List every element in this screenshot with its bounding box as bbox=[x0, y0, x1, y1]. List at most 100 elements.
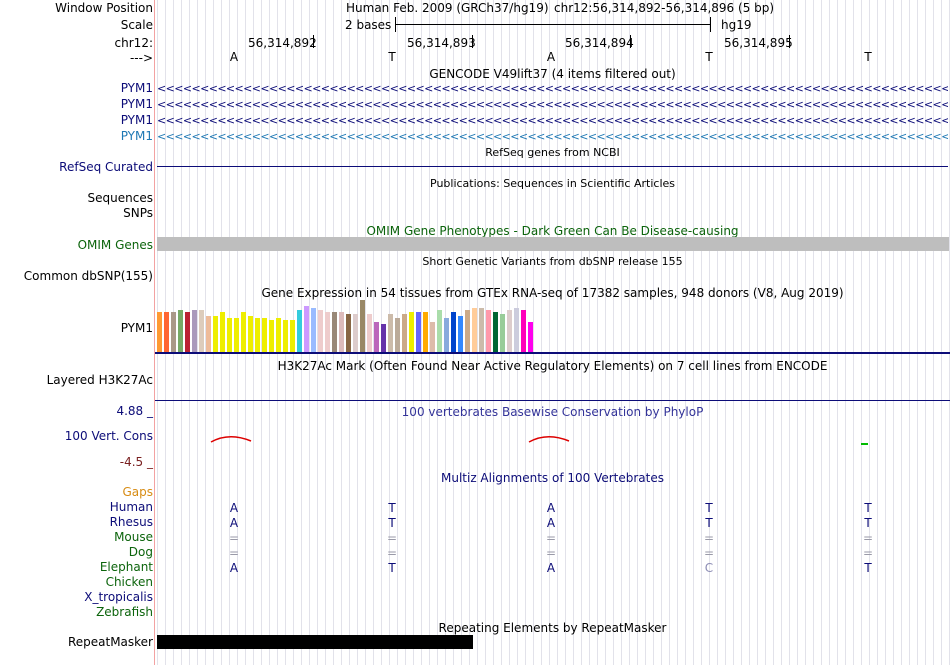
grid-line bbox=[837, 0, 838, 665]
gtex-tissue-bar[interactable] bbox=[388, 314, 393, 352]
gtex-tissue-bar[interactable] bbox=[451, 312, 456, 352]
gtex-tissue-bar[interactable] bbox=[402, 314, 407, 352]
gtex-tissue-bar[interactable] bbox=[234, 318, 239, 352]
gencode-transcript[interactable]: <<<<<<<<<<<<<<<<<<<<<<<<<<<<<<<<<<<<<<<<… bbox=[157, 115, 948, 126]
gencode-item-label[interactable]: PYM1 bbox=[120, 113, 153, 127]
gtex-tissue-bar[interactable] bbox=[311, 308, 316, 352]
gtex-tissue-bar[interactable] bbox=[409, 312, 414, 352]
gtex-tissue-bar[interactable] bbox=[430, 322, 435, 352]
gtex-tissue-bar[interactable] bbox=[374, 322, 379, 352]
gtex-tissue-bar[interactable] bbox=[514, 308, 519, 352]
gtex-tissue-bar[interactable] bbox=[458, 316, 463, 352]
gtex-tissue-bar[interactable] bbox=[507, 310, 512, 352]
gtex-tissue-bar[interactable] bbox=[395, 318, 400, 352]
multiz-species-label[interactable]: Rhesus bbox=[109, 515, 153, 529]
multiz-species-label[interactable]: Dog bbox=[128, 545, 153, 559]
gtex-tissue-bar[interactable] bbox=[367, 314, 372, 352]
gencode-track-title[interactable]: GENCODE V49lift37 (4 items filtered out) bbox=[429, 67, 676, 81]
gencode-transcript[interactable]: <<<<<<<<<<<<<<<<<<<<<<<<<<<<<<<<<<<<<<<<… bbox=[157, 131, 948, 142]
gtex-tissue-bar[interactable] bbox=[500, 314, 505, 352]
gtex-tissue-bar[interactable] bbox=[185, 312, 190, 352]
dbsnp-track-title[interactable]: Short Genetic Variants from dbSNP releas… bbox=[422, 255, 683, 268]
h3k27ac-line[interactable] bbox=[155, 400, 950, 401]
gencode-item-label[interactable]: PYM1 bbox=[120, 97, 153, 111]
h3k27ac-label[interactable]: Layered H3K27Ac bbox=[46, 373, 153, 387]
publications-track-title[interactable]: Publications: Sequences in Scientific Ar… bbox=[430, 177, 675, 190]
gtex-tissue-bar[interactable] bbox=[465, 310, 470, 352]
gtex-tissue-bar[interactable] bbox=[227, 318, 232, 352]
gtex-tissue-bar[interactable] bbox=[255, 318, 260, 352]
refseq-label[interactable]: RefSeq Curated bbox=[59, 160, 153, 174]
gtex-tissue-bar[interactable] bbox=[171, 312, 176, 352]
gtex-tissue-bar[interactable] bbox=[339, 312, 344, 352]
gencode-transcript[interactable]: <<<<<<<<<<<<<<<<<<<<<<<<<<<<<<<<<<<<<<<<… bbox=[157, 83, 948, 94]
gtex-tissue-bar[interactable] bbox=[423, 312, 428, 352]
gtex-tissue-bar[interactable] bbox=[262, 318, 267, 352]
gtex-tissue-bar[interactable] bbox=[353, 314, 358, 352]
multiz-species-label[interactable]: X_tropicalis bbox=[84, 590, 153, 604]
gtex-tissue-bar[interactable] bbox=[332, 312, 337, 352]
position-text[interactable]: chr12:56,314,892-56,314,896 (5 bp) bbox=[554, 1, 775, 15]
gtex-tissue-bar[interactable] bbox=[479, 308, 484, 352]
multiz-species-label[interactable]: Elephant bbox=[99, 560, 153, 574]
omim-phenotype-bar[interactable] bbox=[157, 237, 949, 251]
phylop-track-title[interactable]: 100 vertebrates Basewise Conservation by… bbox=[401, 405, 704, 419]
multiz-species-label[interactable]: Chicken bbox=[105, 575, 153, 589]
multiz-species-label[interactable]: Zebrafish bbox=[96, 605, 153, 619]
gtex-track-title[interactable]: Gene Expression in 54 tissues from GTEx … bbox=[261, 286, 844, 300]
gtex-tissue-bar[interactable] bbox=[269, 320, 274, 352]
gtex-tissue-bar[interactable] bbox=[192, 310, 197, 352]
gtex-tissue-bar[interactable] bbox=[472, 308, 477, 352]
gtex-tissue-bar[interactable] bbox=[318, 310, 323, 352]
multiz-species-label[interactable]: Human bbox=[109, 500, 153, 514]
gtex-tissue-bar[interactable] bbox=[381, 324, 386, 352]
h3k27ac-track-title[interactable]: H3K27Ac Mark (Often Found Near Active Re… bbox=[277, 359, 828, 373]
assembly-title[interactable]: Human Feb. 2009 (GRCh37/hg19) bbox=[346, 1, 549, 15]
gtex-label[interactable]: PYM1 bbox=[120, 321, 153, 335]
multiz-track-title[interactable]: Multiz Alignments of 100 Vertebrates bbox=[440, 471, 665, 485]
publications-label[interactable]: Sequences bbox=[87, 191, 153, 205]
gtex-tissue-bar[interactable] bbox=[304, 306, 309, 352]
refseq-track-title[interactable]: RefSeq genes from NCBI bbox=[485, 146, 620, 159]
gtex-tissue-bar[interactable] bbox=[493, 312, 498, 352]
gtex-tissue-bar[interactable] bbox=[276, 318, 281, 352]
phylop-graph[interactable] bbox=[155, 430, 950, 450]
gtex-bar-chart[interactable] bbox=[157, 300, 537, 352]
gtex-tissue-bar[interactable] bbox=[178, 310, 183, 352]
gencode-item-label[interactable]: PYM1 bbox=[120, 81, 153, 95]
gtex-tissue-bar[interactable] bbox=[283, 320, 288, 352]
gtex-tissue-bar[interactable] bbox=[528, 322, 533, 352]
phylop-label[interactable]: 100 Vert. Cons bbox=[64, 429, 153, 443]
gtex-tissue-bar[interactable] bbox=[486, 310, 491, 352]
chrom-label: chr12: bbox=[114, 36, 153, 50]
repeatmasker-label[interactable]: RepeatMasker bbox=[67, 635, 153, 649]
gtex-tissue-bar[interactable] bbox=[521, 310, 526, 352]
gtex-tissue-bar[interactable] bbox=[416, 312, 421, 352]
multiz-gaps-label[interactable]: Gaps bbox=[122, 485, 153, 499]
repeatmasker-track-title[interactable]: Repeating Elements by RepeatMasker bbox=[438, 621, 667, 635]
gtex-tissue-bar[interactable] bbox=[213, 316, 218, 352]
repeatmasker-element[interactable] bbox=[157, 635, 473, 649]
gtex-tissue-bar[interactable] bbox=[325, 312, 330, 352]
gtex-tissue-bar[interactable] bbox=[157, 312, 162, 352]
multiz-species-label[interactable]: Mouse bbox=[114, 530, 153, 544]
refseq-line[interactable] bbox=[157, 166, 948, 167]
dbsnp-label[interactable]: Common dbSNP(155) bbox=[23, 269, 153, 283]
omim-label[interactable]: OMIM Genes bbox=[77, 238, 153, 252]
gtex-tissue-bar[interactable] bbox=[290, 320, 295, 352]
gtex-tissue-bar[interactable] bbox=[199, 310, 204, 352]
omim-track-title[interactable]: OMIM Gene Phenotypes - Dark Green Can Be… bbox=[366, 224, 739, 238]
gencode-transcript[interactable]: <<<<<<<<<<<<<<<<<<<<<<<<<<<<<<<<<<<<<<<<… bbox=[157, 99, 948, 110]
gtex-tissue-bar[interactable] bbox=[297, 310, 302, 352]
gtex-tissue-bar[interactable] bbox=[220, 312, 225, 352]
gtex-tissue-bar[interactable] bbox=[206, 316, 211, 352]
gtex-tissue-bar[interactable] bbox=[444, 318, 449, 352]
gtex-tissue-bar[interactable] bbox=[437, 310, 442, 352]
gtex-tissue-bar[interactable] bbox=[248, 316, 253, 352]
gtex-tissue-bar[interactable] bbox=[346, 314, 351, 352]
gtex-tissue-bar[interactable] bbox=[241, 312, 246, 352]
gtex-tissue-bar[interactable] bbox=[360, 300, 365, 352]
gtex-tissue-bar[interactable] bbox=[164, 312, 169, 352]
gencode-item-label[interactable]: PYM1 bbox=[120, 129, 153, 143]
publications-label-snps[interactable]: SNPs bbox=[123, 206, 153, 220]
